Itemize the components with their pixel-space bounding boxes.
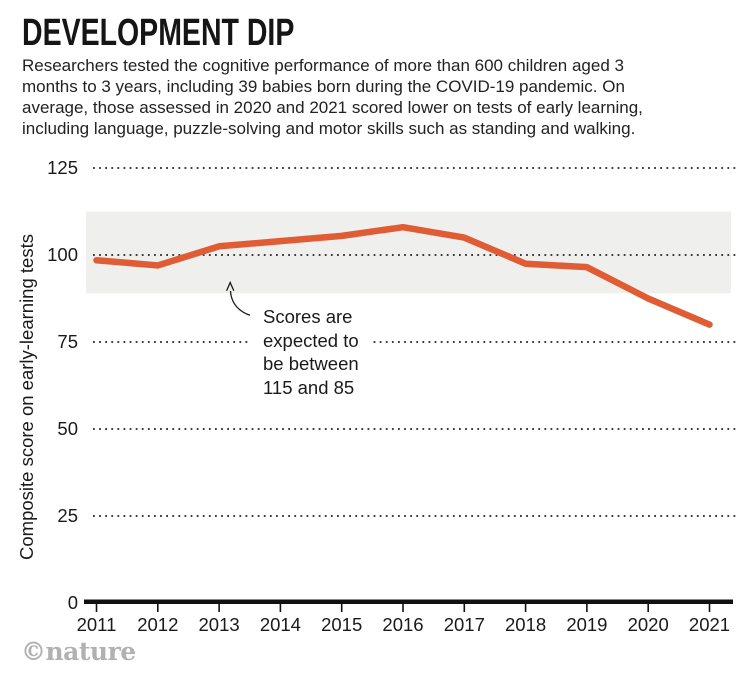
plot-area [84,167,737,612]
x-axis-line [84,599,733,604]
x-axis-label: 2019 [566,614,608,635]
x-axis-label: 2016 [382,614,424,635]
y-axis-label: 75 [57,331,78,352]
chart-title: DEVELOPMENT DIP [22,12,295,54]
x-axis-label: 2013 [198,614,240,635]
score-line [93,223,713,328]
x-axis-label: 2014 [259,614,301,635]
x-axis-label: 2012 [137,614,179,635]
y-axis-label: 100 [47,244,78,265]
y-axis-label: 50 [57,418,78,439]
nature-logo: ©nature [21,637,136,666]
y-axis-label: 0 [67,592,78,613]
x-axis-label: 2021 [688,614,731,635]
x-axis-label: 2017 [443,614,485,635]
chart-subtitle: Researchers tested the cognitive perform… [22,56,643,138]
y-axis-label: 125 [47,157,78,178]
x-axis-label: 2011 [76,614,117,635]
x-axis-label: 2018 [505,614,547,635]
expected-range-band [86,211,731,294]
x-axis-label: 2020 [627,614,669,635]
y-axis-label: 25 [57,505,78,526]
expected-range-annotation: Scores are expected to be between 115 an… [250,303,372,403]
x-axis-label: 2015 [321,614,363,635]
